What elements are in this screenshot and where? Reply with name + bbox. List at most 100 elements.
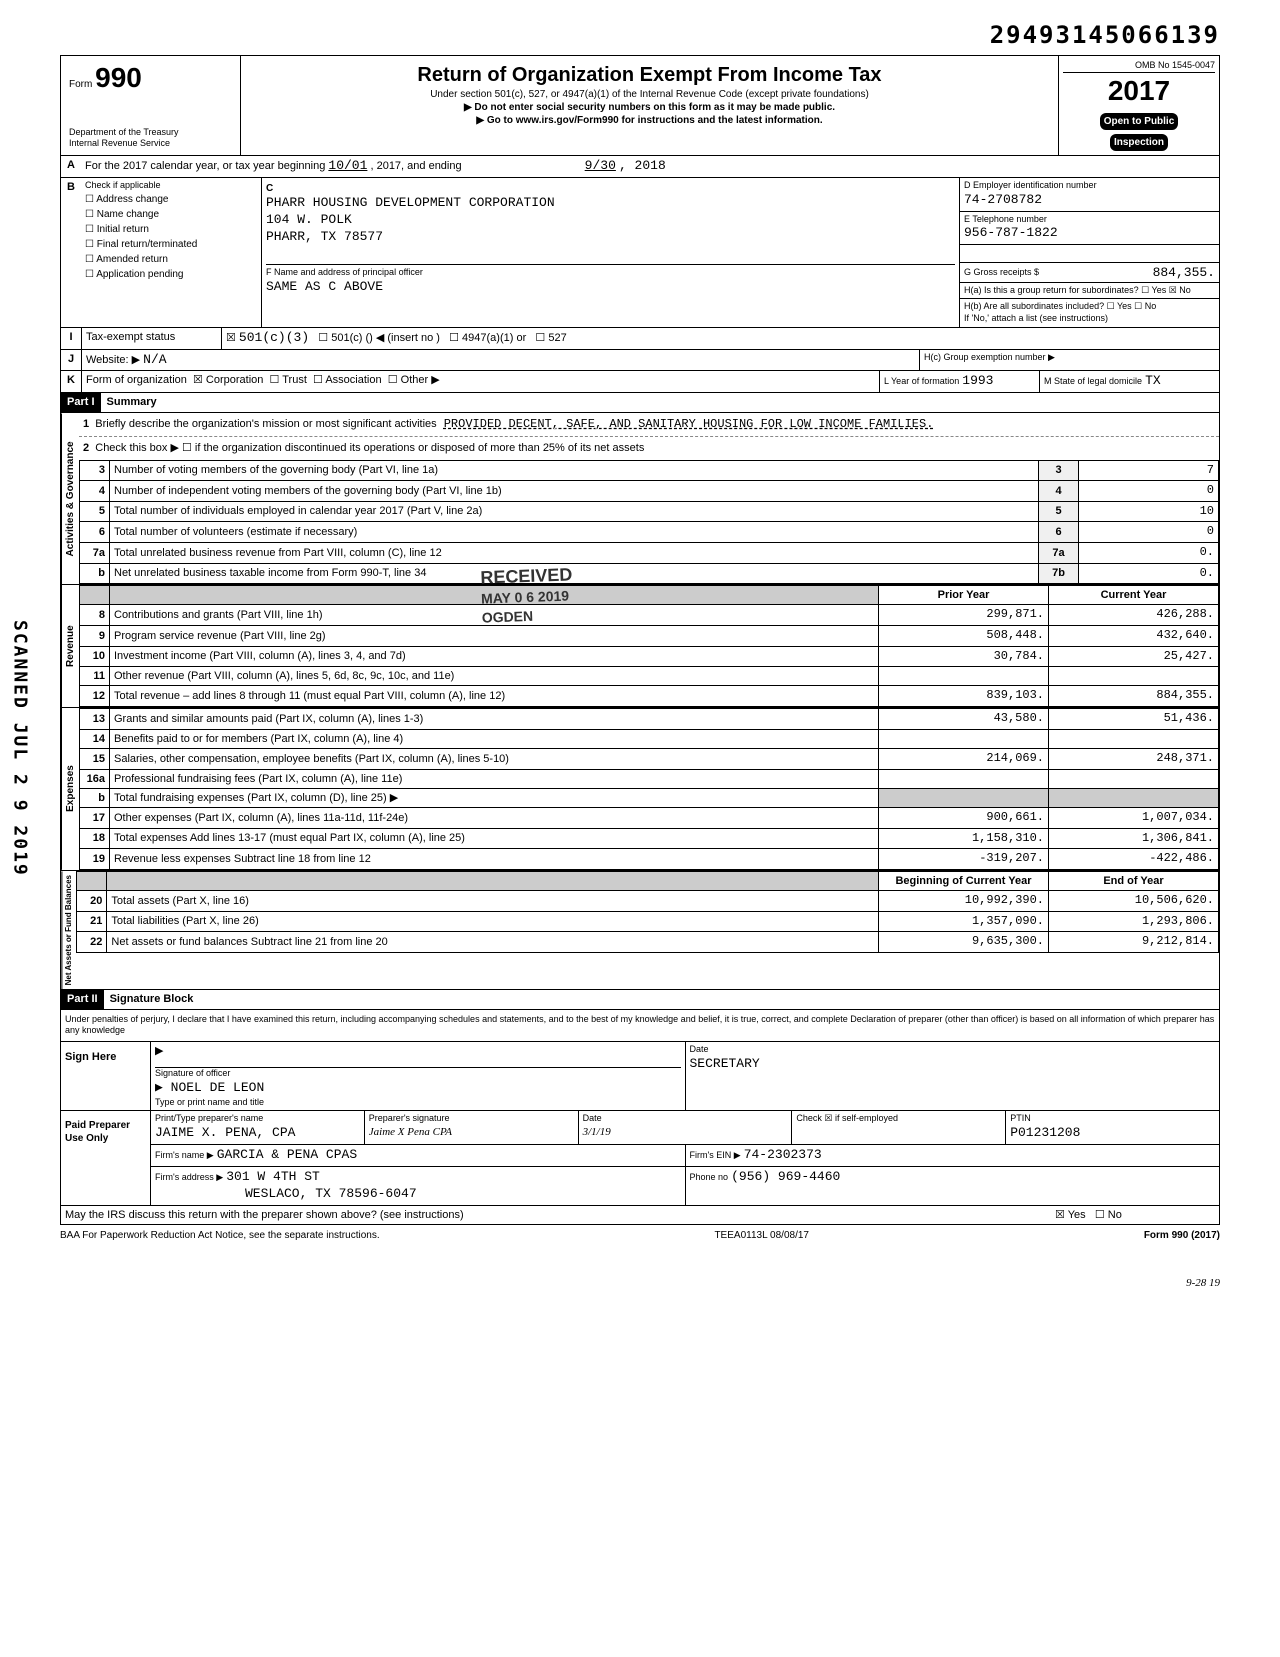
mission-label: Briefly describe the organization's miss… <box>95 418 436 430</box>
subtitle-3: ▶ Go to www.irs.gov/Form990 for instruct… <box>247 114 1052 127</box>
prep-name: JAIME X. PENA, CPA <box>155 1125 360 1142</box>
form-label: Form <box>69 79 92 90</box>
side-expenses: Expenses <box>61 708 79 870</box>
org-name: PHARR HOUSING DEVELOPMENT CORPORATION <box>266 195 955 212</box>
line-a-mid: , 2017, and ending <box>370 160 461 172</box>
subtitle-1: Under section 501(c), 527, or 4947(a)(1)… <box>247 88 1052 101</box>
hb-label: H(b) Are all subordinates included? <box>964 301 1104 311</box>
prep-signature: Jaime X Pena CPA <box>369 1125 574 1139</box>
hc-label: H(c) Group exemption number ▶ <box>919 350 1219 371</box>
gross-receipts-value: 884,355. <box>1153 265 1215 282</box>
check-initial-return[interactable]: Initial return <box>85 222 257 237</box>
footer-mid: TEEA0113L 08/08/17 <box>714 1229 809 1242</box>
footer-left: BAA For Paperwork Reduction Act Notice, … <box>60 1229 380 1242</box>
date-label: Date <box>690 1044 1216 1056</box>
website-value: N/A <box>143 352 166 367</box>
side-netassets: Net Assets or Fund Balances <box>61 871 76 989</box>
line2-text: Check this box ▶ ☐ if the organization d… <box>95 442 644 454</box>
line-c-letter: C <box>266 182 955 195</box>
tax-year: 2017 <box>1063 73 1215 109</box>
discuss-yes[interactable]: ☒ Yes <box>1055 1209 1086 1221</box>
part1-header: Part I <box>61 393 101 411</box>
part2-title: Signature Block <box>104 990 200 1008</box>
line-i-letter: I <box>61 328 81 349</box>
handwritten-date: 9-28 19 <box>60 1276 1220 1290</box>
state-domicile-label: M State of legal domicile <box>1044 376 1142 386</box>
discuss-no[interactable]: ☐ No <box>1095 1209 1122 1221</box>
firm-addr-label: Firm's address ▶ <box>155 1172 223 1182</box>
tax-year-begin: 10/01 <box>328 158 367 173</box>
527-option[interactable]: 527 <box>548 332 566 344</box>
check-final-return[interactable]: Final return/terminated <box>85 237 257 252</box>
tax-exempt-label: Tax-exempt status <box>81 328 221 349</box>
officer-title: SECRETARY <box>690 1056 1216 1073</box>
mission-text: PROVIDED DECENT, SAFE, AND SANITARY HOUS… <box>440 413 938 435</box>
ha-no[interactable]: No <box>1179 285 1191 295</box>
prep-date: 3/1/19 <box>583 1125 788 1139</box>
subtitle-2: ▶ Do not enter social security numbers o… <box>247 101 1052 114</box>
other-option[interactable]: Other ▶ <box>401 374 440 386</box>
ptin-value: P01231208 <box>1010 1125 1215 1142</box>
dln-number: 29493145066139 <box>60 20 1220 51</box>
firm-phone: (956) 969-4460 <box>731 1169 840 1184</box>
principal-officer: SAME AS C ABOVE <box>266 279 955 296</box>
501c-option[interactable]: 501(c) ( <box>331 332 369 344</box>
firm-phone-label: Phone no <box>690 1172 729 1182</box>
public-inspection-1: Open to Public <box>1100 113 1179 130</box>
dept-label: Department of the Treasury <box>69 127 232 139</box>
officer-title-label: Type or print name and title <box>155 1097 681 1109</box>
line-k-letter: K <box>61 371 81 392</box>
phone-label: E Telephone number <box>964 214 1215 226</box>
sig-officer-label: Signature of officer <box>155 1068 681 1080</box>
year-formation-label: L Year of formation <box>884 376 959 386</box>
prep-sig-label: Preparer's signature <box>369 1113 574 1125</box>
ptin-label: PTIN <box>1010 1113 1215 1125</box>
line-b-letter: B <box>61 178 81 327</box>
firm-ein: 74-2302373 <box>744 1147 822 1162</box>
scanned-stamp: SCANNED JUL 2 9 2019 <box>8 620 31 877</box>
omb-number: OMB No 1545-0047 <box>1063 60 1215 73</box>
trust-option[interactable]: Trust <box>282 374 307 386</box>
side-revenue: Revenue <box>61 585 79 707</box>
self-employed-check[interactable]: Check ☒ if self-employed <box>792 1111 1006 1144</box>
form-number: 990 <box>95 62 142 93</box>
firm-addr2: WESLACO, TX 78596-6047 <box>245 1186 417 1201</box>
ein-label: D Employer identification number <box>964 180 1215 192</box>
expenses-table: 13Grants and similar amounts paid (Part … <box>79 708 1219 870</box>
form-title: Return of Organization Exempt From Incom… <box>247 62 1052 88</box>
part1-title: Summary <box>101 393 163 411</box>
org-addr2: PHARR, TX 78577 <box>266 229 955 246</box>
prep-name-label: Print/Type preparer's name <box>155 1113 360 1125</box>
form-header: Form 990 Department of the Treasury Inte… <box>60 55 1220 156</box>
year-formation-value: 1993 <box>962 373 993 388</box>
check-applicable-label: Check if applicable <box>85 180 257 192</box>
assoc-option[interactable]: Association <box>325 374 381 386</box>
4947-option[interactable]: 4947(a)(1) or <box>462 332 526 344</box>
part2-header: Part II <box>61 990 104 1008</box>
line-j-letter: J <box>61 350 81 371</box>
ha-yes[interactable]: Yes <box>1152 285 1167 295</box>
officer-name: NOEL DE LEON <box>155 1080 681 1097</box>
org-addr1: 104 W. POLK <box>266 212 955 229</box>
discuss-question: May the IRS discuss this return with the… <box>65 1208 1055 1222</box>
corp-option[interactable]: Corporation <box>206 374 263 386</box>
check-amended-return[interactable]: Amended return <box>85 252 257 267</box>
check-name-change[interactable]: Name change <box>85 207 257 222</box>
paid-preparer-label: Paid Preparer Use Only <box>61 1111 151 1204</box>
tax-year-end-year: , 2018 <box>619 158 666 173</box>
tax-year-end-month: 9/30 <box>585 158 616 173</box>
form-org-label: Form of organization <box>86 374 187 386</box>
501c3-option[interactable]: 501(c)(3) <box>239 330 309 345</box>
ha-label: H(a) Is this a group return for subordin… <box>964 285 1139 295</box>
check-address-change[interactable]: Address change <box>85 192 257 207</box>
revenue-table: Prior YearCurrent Year8Contributions and… <box>79 585 1219 707</box>
insert-no: ) ◀ (insert no ) <box>369 332 440 344</box>
public-inspection-2: Inspection <box>1110 134 1168 151</box>
website-label: Website: ▶ <box>86 354 140 366</box>
line-a-letter: A <box>61 156 81 177</box>
line-a-label: For the 2017 calendar year, or tax year … <box>85 160 325 172</box>
netassets-table: Beginning of Current YearEnd of Year20To… <box>76 871 1219 953</box>
hb-note: If 'No,' attach a list (see instructions… <box>964 313 1108 323</box>
check-application-pending[interactable]: Application pending <box>85 267 257 282</box>
firm-name-label: Firm's name ▶ <box>155 1150 214 1160</box>
